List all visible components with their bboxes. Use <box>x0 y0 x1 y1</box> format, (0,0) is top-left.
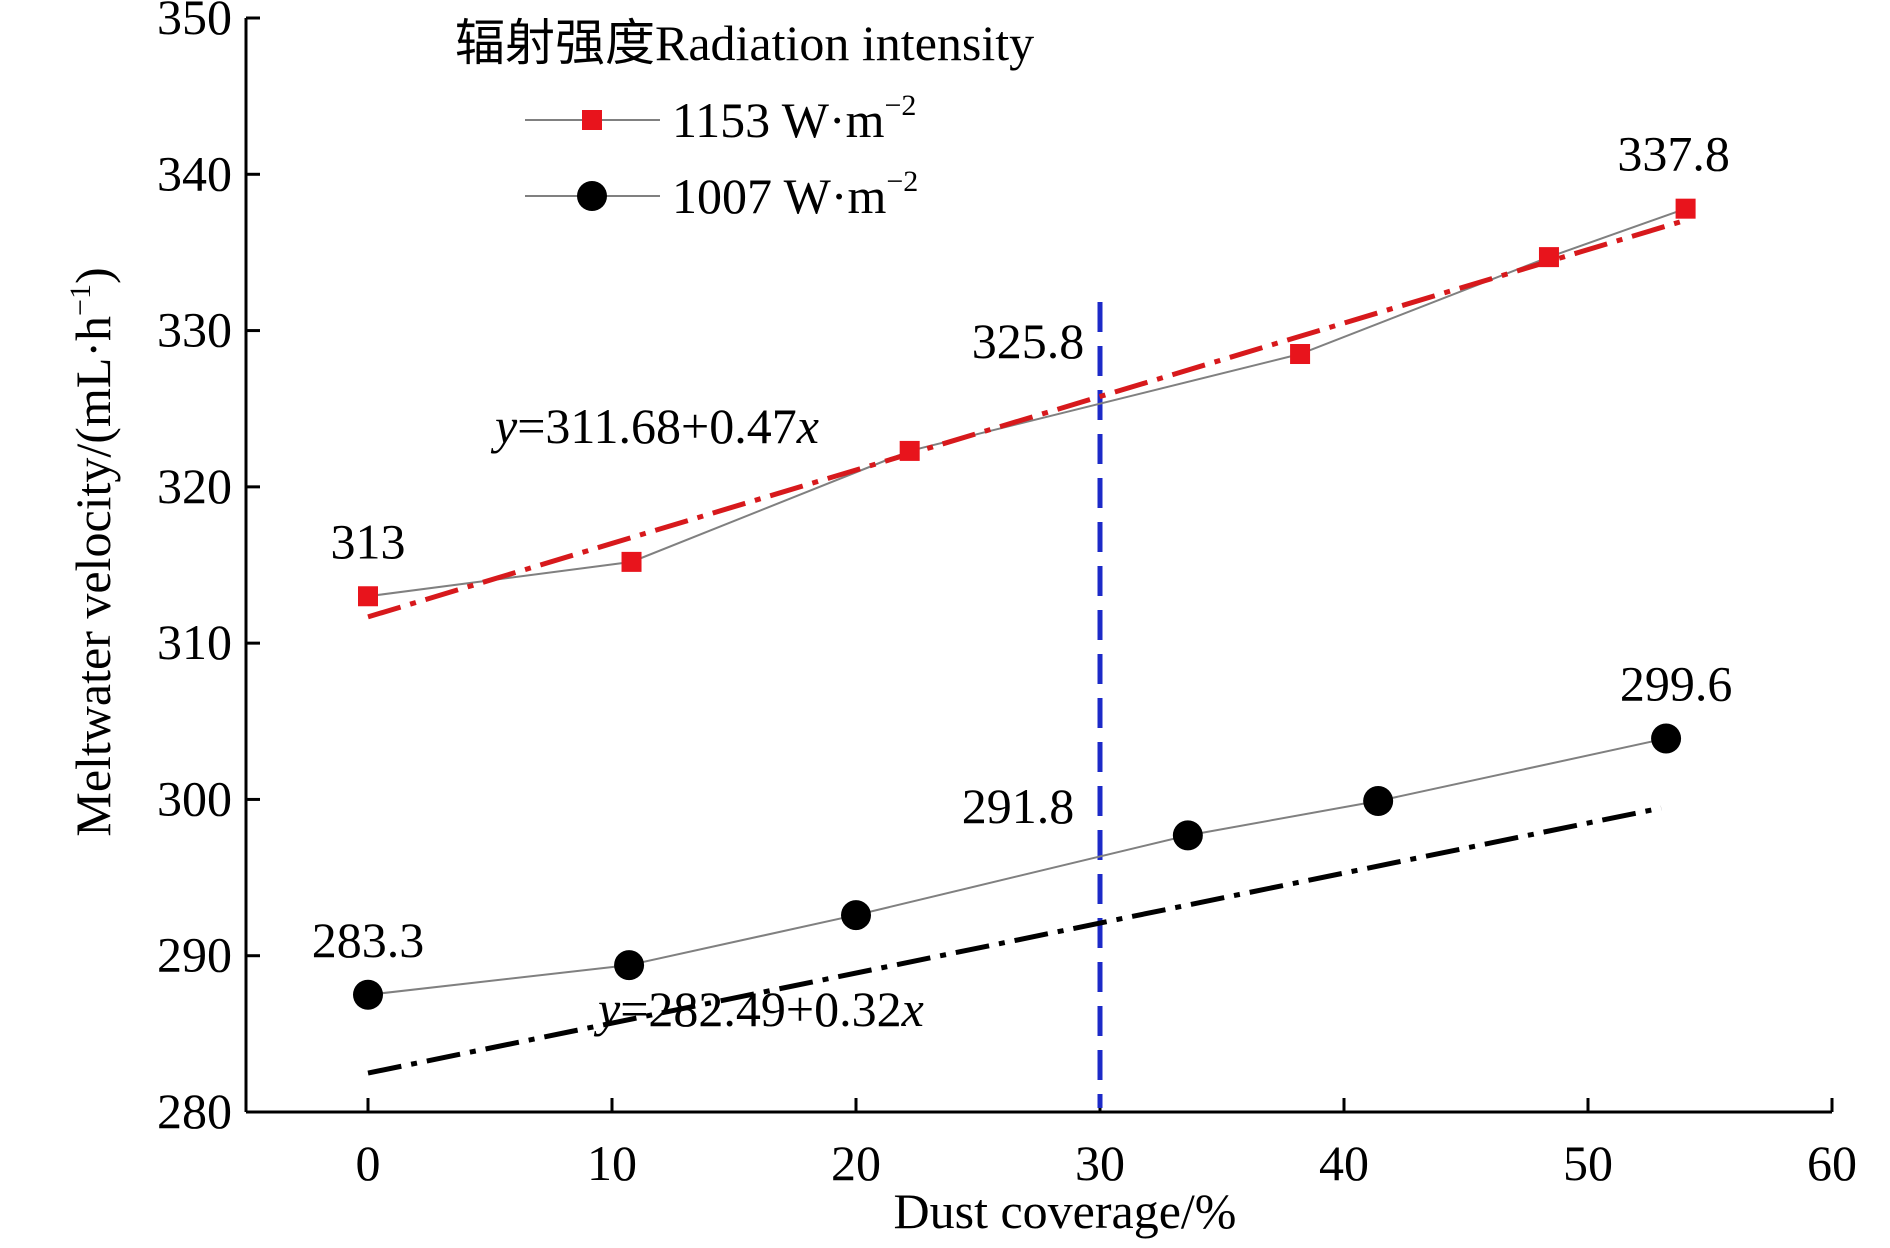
x-tick-label: 10 <box>587 1135 637 1191</box>
data-point <box>1538 247 1559 268</box>
y-tick-label: 320 <box>157 458 232 514</box>
series-group <box>353 198 1696 1076</box>
data-label: 325.8 <box>972 313 1085 369</box>
data-point <box>1290 344 1311 365</box>
data-point <box>621 551 642 572</box>
y-axis-title: Meltwater velocity/(mL·h−1) <box>64 267 121 836</box>
eq-body: =282.49+0.32 <box>620 981 901 1037</box>
eq-y: y <box>593 981 621 1037</box>
y-axis-title-superscript: −1 <box>64 284 97 316</box>
eq-x: x <box>796 398 819 454</box>
data-label: 313 <box>331 513 406 569</box>
x-tick-label: 0 <box>356 1135 381 1191</box>
fit-line <box>367 217 1687 620</box>
legend-marker <box>577 181 607 211</box>
legend-title: 辐射强度Radiation intensity <box>455 15 1034 71</box>
data-point <box>1651 723 1682 754</box>
x-tick-label: 30 <box>1075 1135 1125 1191</box>
series-line <box>367 737 1667 996</box>
series-2 <box>353 723 1682 1076</box>
data-point <box>1675 198 1696 219</box>
data-point <box>1363 785 1394 816</box>
y-tick-label: 330 <box>157 302 232 358</box>
data-label: 283.3 <box>312 912 425 968</box>
legend-label-main: 1007 W·m <box>672 168 886 224</box>
y-tick-label: 290 <box>157 927 232 983</box>
data-point <box>353 979 383 1010</box>
annotation-group: 313325.8337.8283.3291.8299.6y=311.68+0.4… <box>312 126 1733 1037</box>
data-label: 291.8 <box>962 778 1075 834</box>
data-point <box>1172 820 1203 851</box>
x-tick-label: 50 <box>1563 1135 1613 1191</box>
legend-marker <box>582 110 602 130</box>
y-axis-title-main: Meltwater velocity/(mL·h <box>65 316 121 837</box>
x-tick-label: 40 <box>1319 1135 1369 1191</box>
data-label: 299.6 <box>1620 655 1733 711</box>
data-point <box>614 950 645 981</box>
y-tick-label: 280 <box>157 1083 232 1139</box>
x-tick-label: 20 <box>831 1135 881 1191</box>
data-point <box>899 440 920 461</box>
series-line <box>367 207 1686 598</box>
x-tick-label: 60 <box>1807 1135 1857 1191</box>
eq-x: x <box>901 981 924 1037</box>
y-tick-label: 340 <box>157 145 232 201</box>
legend-label-main: 1153 W·m <box>672 92 885 148</box>
series-1 <box>358 198 1696 620</box>
legend-label-superscript: −2 <box>886 165 918 198</box>
fit-line <box>367 805 1662 1076</box>
legend-label-superscript: −2 <box>884 89 916 122</box>
x-axis-title: Dust coverage/% <box>894 1183 1237 1239</box>
y-tick-label: 310 <box>157 614 232 670</box>
y-axis-title-close: ) <box>65 267 121 284</box>
legend-label: 1007 W·m−2 <box>672 165 918 224</box>
data-point <box>358 586 378 607</box>
fit-equation-label: y=282.49+0.32x <box>593 981 924 1037</box>
y-tick-label: 350 <box>157 0 232 45</box>
axes-group: 0 10 20 30 40 50 60 280 290 300 310 320 330 340 350 <box>157 0 1857 1191</box>
fit-equation-label: y=311.68+0.47x <box>490 398 819 454</box>
data-label: 337.8 <box>1617 126 1730 182</box>
y-tick-label: 300 <box>157 770 232 826</box>
data-point <box>841 900 871 931</box>
eq-body: =311.68+0.47 <box>517 398 797 454</box>
legend-label: 1153 W·m−2 <box>672 89 916 148</box>
eq-y: y <box>490 398 518 454</box>
